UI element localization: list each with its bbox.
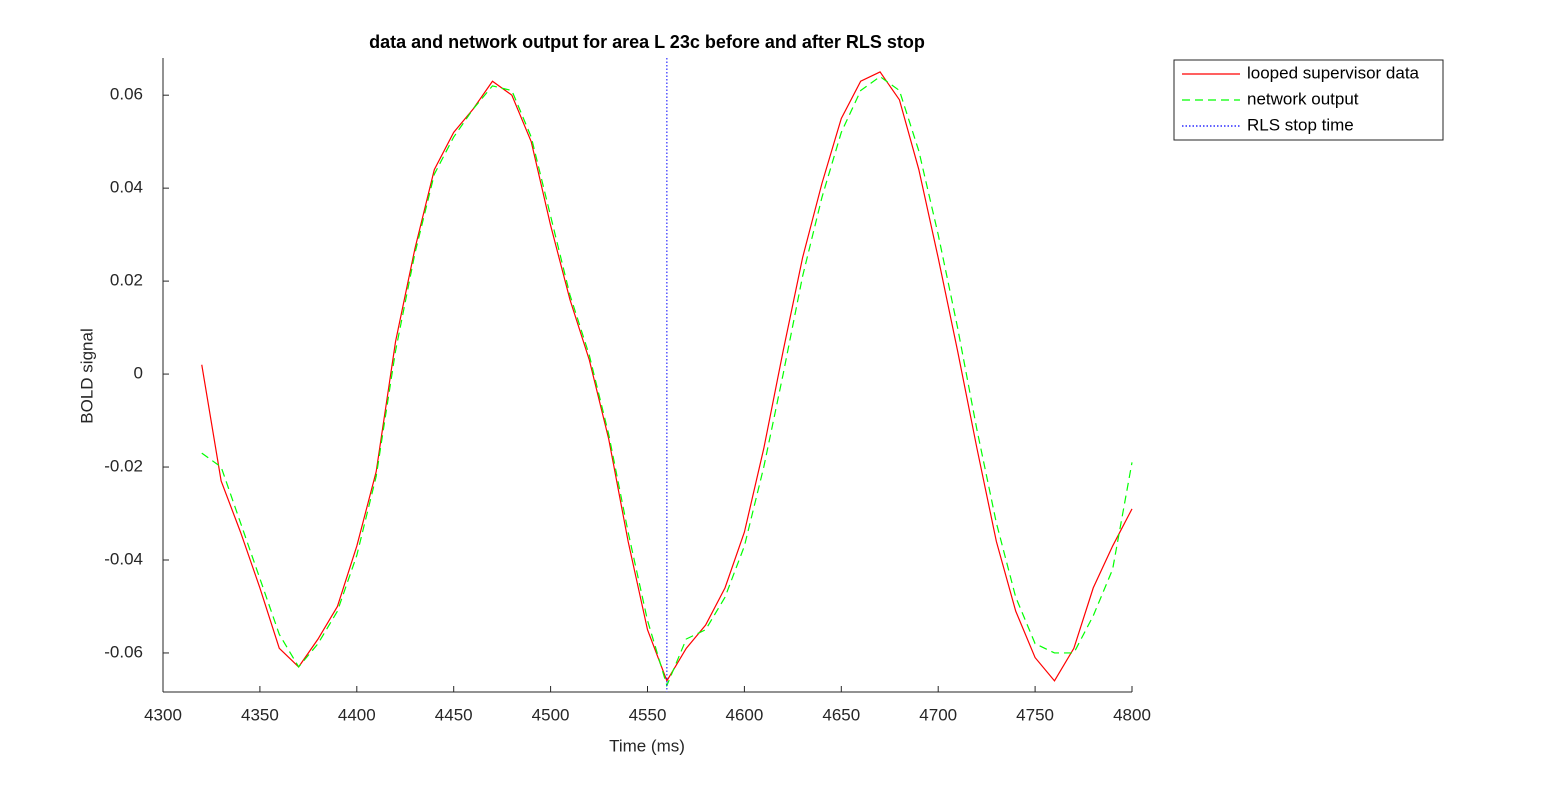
x-tick-label: 4800 (1113, 705, 1151, 724)
chart-title: data and network output for area L 23c b… (369, 32, 925, 52)
x-tick-label: 4700 (919, 705, 957, 724)
y-tick-label: -0.06 (104, 642, 143, 661)
x-tick-label: 4400 (338, 705, 376, 724)
legend-label: RLS stop time (1247, 115, 1354, 134)
legend-label: network output (1247, 89, 1359, 108)
x-tick-label: 4750 (1016, 705, 1054, 724)
x-tick-label: 4350 (241, 705, 279, 724)
y-axis-label: BOLD signal (77, 328, 96, 423)
x-tick-label: 4450 (435, 705, 473, 724)
x-tick-label: 4500 (532, 705, 570, 724)
y-tick-label: -0.02 (104, 457, 143, 476)
y-tick-label: 0.04 (110, 178, 143, 197)
y-tick-label: 0 (134, 364, 143, 383)
legend-label: looped supervisor data (1247, 63, 1420, 82)
legend-box (1173, 59, 1444, 141)
data-line (201, 71, 1133, 683)
y-tick-label: 0.06 (110, 85, 143, 104)
x-tick-label: 4600 (725, 705, 763, 724)
y-tick-label: 0.02 (110, 271, 143, 290)
x-axis-label: Time (ms) (609, 736, 685, 755)
x-tick-label: 4650 (822, 705, 860, 724)
y-tick-label: -0.04 (104, 549, 143, 568)
x-tick-label: 4300 (144, 705, 182, 724)
x-tick-label: 4550 (629, 705, 667, 724)
